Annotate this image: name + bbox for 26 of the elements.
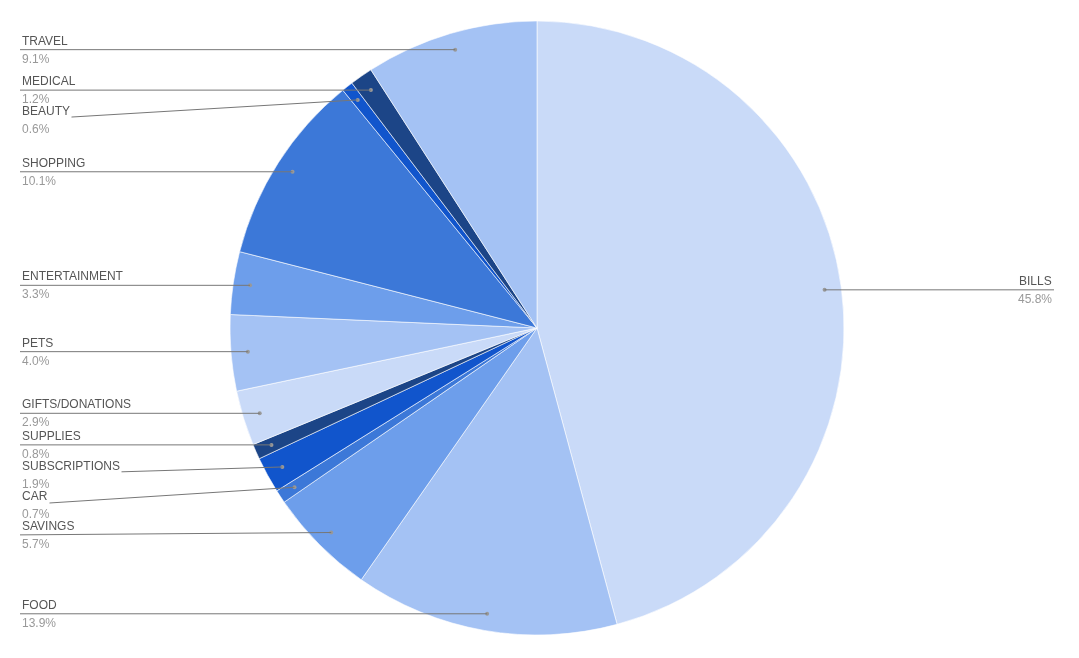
slice-label: SUPPLIES xyxy=(22,429,81,443)
data-label: 10.1% xyxy=(22,174,57,188)
data-label: 45.8% xyxy=(1018,292,1053,306)
slice-label: BEAUTY xyxy=(22,104,71,118)
slice-label: FOOD xyxy=(22,598,57,612)
slice-label: SUBSCRIPTIONS xyxy=(22,459,121,473)
slice-label: ENTERTAINMENT xyxy=(22,269,124,283)
data-label: 0.8% xyxy=(22,447,50,461)
slice-label: SAVINGS xyxy=(22,519,75,533)
data-label: 2.9% xyxy=(22,415,50,429)
data-label: 9.1% xyxy=(22,52,50,66)
data-label: 0.6% xyxy=(22,122,50,136)
slice-label: TRAVEL xyxy=(22,34,69,48)
slice-label: SHOPPING xyxy=(22,156,86,170)
data-label: 0.7% xyxy=(22,507,50,521)
data-label: 5.7% xyxy=(22,537,50,551)
slice-label: PETS xyxy=(22,336,54,350)
slice-label: GIFTS/DONATIONS xyxy=(22,397,132,411)
data-label: 1.9% xyxy=(22,477,50,491)
slice-label: BILLS xyxy=(1019,274,1052,288)
slice-label: MEDICAL xyxy=(22,74,76,88)
data-label: 1.2% xyxy=(22,92,50,106)
data-label: 13.9% xyxy=(22,616,57,630)
slice-label: CAR xyxy=(22,489,48,503)
data-label: 3.3% xyxy=(22,287,50,301)
data-label: 4.0% xyxy=(22,354,50,368)
